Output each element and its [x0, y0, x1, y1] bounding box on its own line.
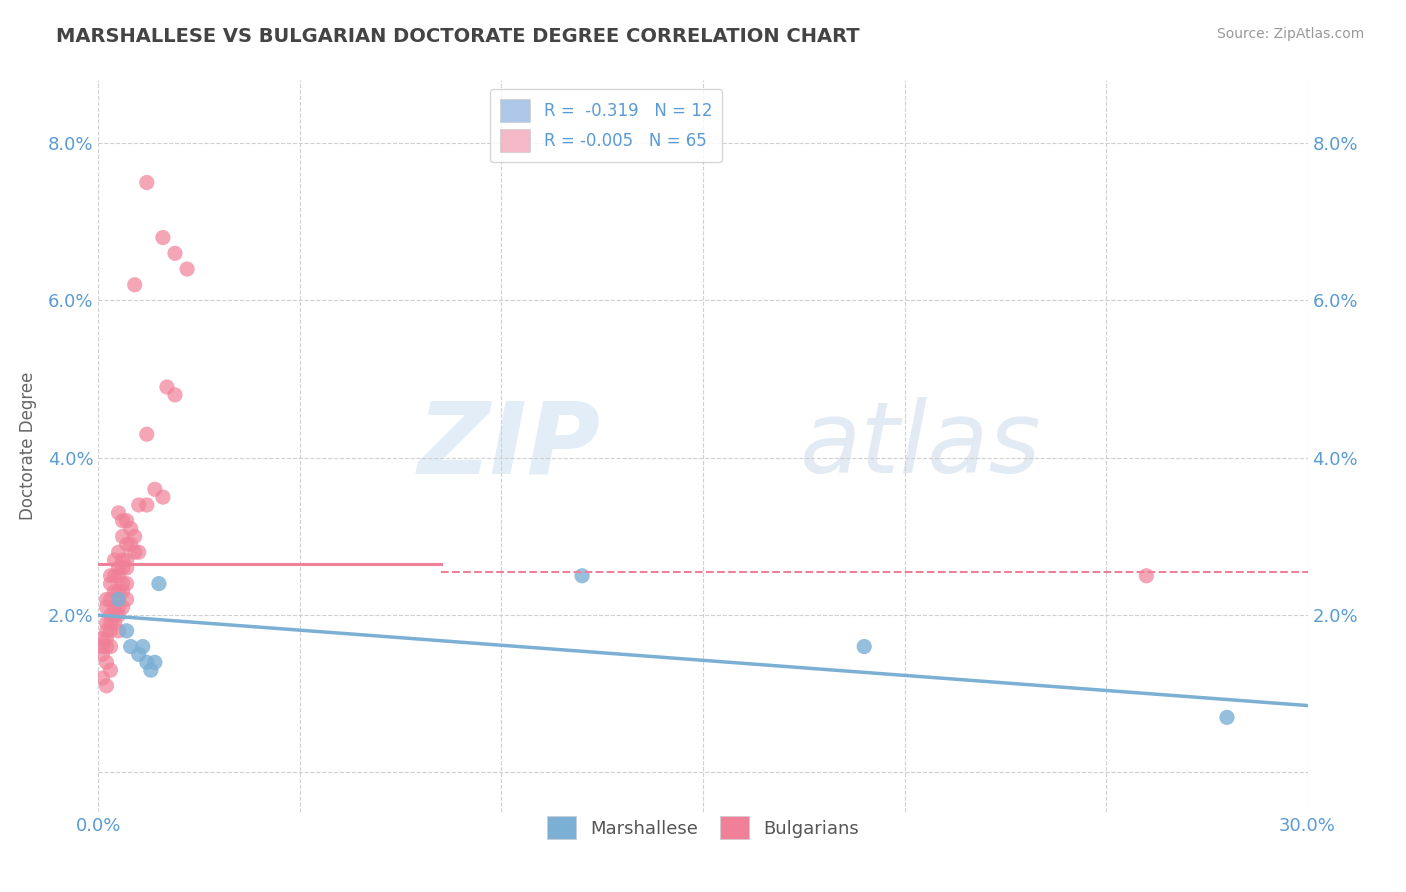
Text: Source: ZipAtlas.com: Source: ZipAtlas.com: [1216, 27, 1364, 41]
Point: [107, 592, 129, 607]
Point: [107, 608, 129, 623]
Point: [115, 576, 138, 591]
Point: [111, 553, 134, 567]
Text: MARSHALLESE VS BULGARIAN DOCTORATE DEGREE CORRELATION CHART: MARSHALLESE VS BULGARIAN DOCTORATE DEGRE…: [56, 27, 860, 45]
Y-axis label: Doctorate Degree: Doctorate Degree: [18, 372, 37, 520]
Point: [100, 663, 122, 677]
Point: [124, 545, 146, 559]
Point: [115, 514, 138, 528]
Text: atlas: atlas: [800, 398, 1042, 494]
Point: [100, 608, 122, 623]
Point: [135, 498, 157, 512]
Point: [96, 679, 118, 693]
Point: [176, 262, 198, 277]
Point: [91, 640, 114, 654]
Point: [115, 561, 138, 575]
Point: [135, 655, 157, 669]
Point: [103, 584, 125, 599]
Point: [120, 537, 142, 551]
Point: [91, 632, 114, 646]
Point: [107, 568, 129, 582]
Legend: Marshallese, Bulgarians: Marshallese, Bulgarians: [540, 809, 866, 847]
Point: [163, 388, 186, 402]
Point: [1216, 710, 1239, 724]
Point: [103, 615, 125, 630]
Point: [96, 592, 118, 607]
Point: [124, 529, 146, 543]
Point: [135, 427, 157, 442]
Point: [135, 176, 157, 190]
Point: [156, 380, 179, 394]
Point: [103, 608, 125, 623]
Text: ZIP: ZIP: [418, 398, 600, 494]
Point: [100, 615, 122, 630]
Point: [96, 624, 118, 638]
Point: [111, 600, 134, 615]
Point: [128, 648, 150, 662]
Point: [152, 490, 174, 504]
Point: [111, 529, 134, 543]
Point: [143, 482, 166, 496]
Point: [100, 592, 122, 607]
Point: [115, 592, 138, 607]
Point: [115, 624, 138, 638]
Point: [128, 545, 150, 559]
Point: [107, 624, 129, 638]
Point: [163, 246, 186, 260]
Point: [115, 537, 138, 551]
Point: [103, 553, 125, 567]
Point: [132, 640, 155, 654]
Point: [152, 230, 174, 244]
Point: [115, 553, 138, 567]
Point: [100, 624, 122, 638]
Point: [111, 584, 134, 599]
Point: [853, 640, 876, 654]
Point: [91, 671, 114, 685]
Point: [100, 568, 122, 582]
Point: [111, 561, 134, 575]
Point: [107, 584, 129, 599]
Point: [1135, 568, 1157, 582]
Point: [91, 648, 114, 662]
Point: [96, 655, 118, 669]
Point: [96, 640, 118, 654]
Point: [96, 600, 118, 615]
Point: [107, 600, 129, 615]
Point: [124, 277, 146, 292]
Point: [107, 506, 129, 520]
Point: [111, 514, 134, 528]
Point: [120, 522, 142, 536]
Point: [128, 498, 150, 512]
Point: [148, 576, 170, 591]
Point: [139, 663, 162, 677]
Point: [120, 640, 142, 654]
Point: [96, 632, 118, 646]
Point: [103, 568, 125, 582]
Point: [143, 655, 166, 669]
Point: [107, 545, 129, 559]
Point: [107, 561, 129, 575]
Point: [100, 576, 122, 591]
Point: [103, 600, 125, 615]
Point: [111, 576, 134, 591]
Point: [100, 640, 122, 654]
Point: [96, 615, 118, 630]
Point: [571, 568, 593, 582]
